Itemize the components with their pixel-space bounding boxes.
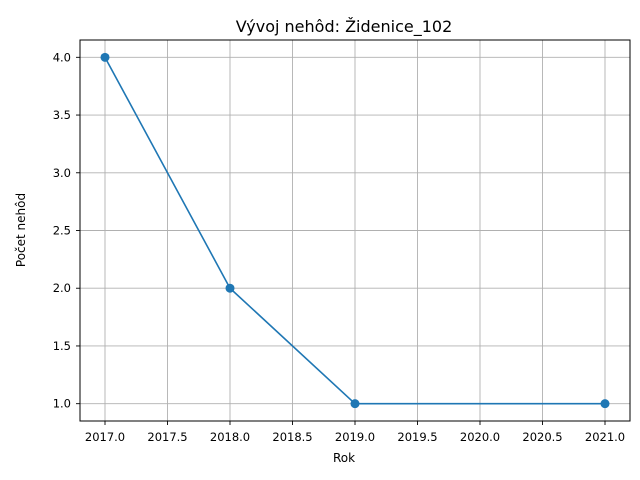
x-tick-label: 2017.0	[85, 430, 125, 444]
y-tick-label: 3.5	[53, 108, 71, 122]
data-point	[225, 283, 235, 293]
x-tick-label: 2020.5	[522, 430, 562, 444]
x-axis-label: Rok	[333, 451, 355, 465]
y-tick-label: 1.5	[53, 339, 71, 353]
chart-title: Vývoj nehôd: Židenice_102	[236, 17, 453, 37]
x-tick-label: 2018.0	[210, 430, 250, 444]
y-tick-label: 2.0	[53, 281, 71, 295]
y-tick-label: 3.0	[53, 166, 71, 180]
x-tick-label: 2018.5	[272, 430, 312, 444]
data-point	[600, 399, 610, 409]
data-point	[100, 52, 110, 62]
ticks: 2017.0 2017.5 2018.0 2018.5 2019.0 2019.5 2020…	[53, 50, 625, 444]
series-layer	[100, 52, 610, 409]
x-tick-label: 2019.5	[397, 430, 437, 444]
x-tick-label: 2021.0	[585, 430, 625, 444]
series-line	[104, 56, 605, 405]
grid	[80, 40, 630, 421]
x-tick-label: 2019.0	[335, 430, 375, 444]
y-tick-label: 1.0	[53, 397, 71, 411]
x-tick-label: 2020.0	[460, 430, 500, 444]
y-tick-label: 4.0	[53, 50, 71, 64]
y-axis-label: Počet nehôd	[14, 193, 28, 267]
x-tick-label: 2017.5	[147, 430, 187, 444]
y-tick-label: 2.5	[53, 224, 71, 238]
data-point	[350, 399, 360, 409]
